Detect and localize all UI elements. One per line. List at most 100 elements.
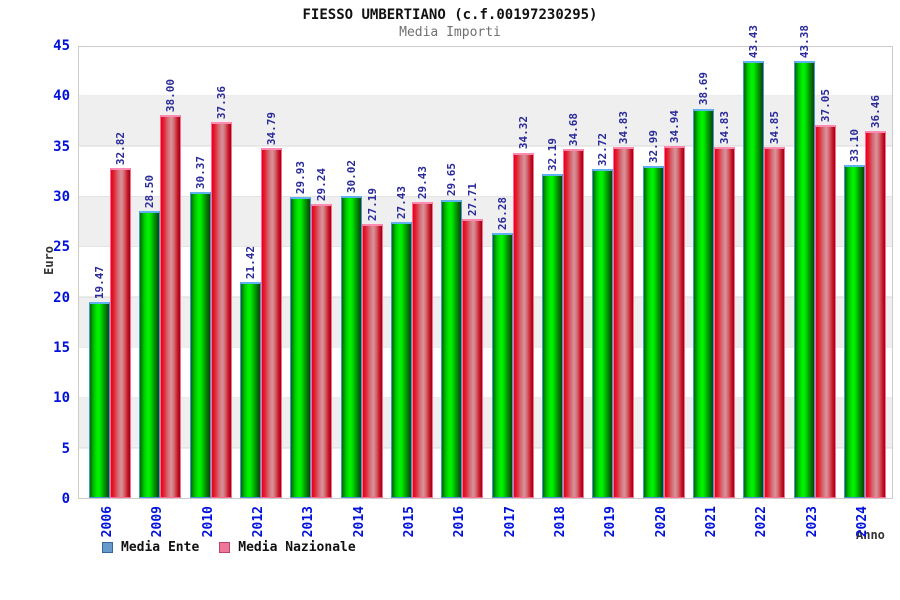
x-tick-label: 2017 — [502, 506, 518, 538]
value-label: 29.43 — [415, 165, 429, 199]
x-tick-label: 2024 — [854, 506, 870, 538]
x-tick-label: 2016 — [452, 506, 468, 538]
bar-media-nazionale — [361, 224, 383, 498]
value-label: 21.42 — [243, 246, 257, 280]
x-tick-label: 2023 — [804, 506, 820, 538]
y-tick-label: 10 — [53, 390, 70, 407]
bar-media-ente — [340, 195, 362, 498]
legend: Media Ente Media Nazionale — [102, 540, 356, 555]
bar-media-nazionale — [764, 147, 786, 498]
x-tick-label: 2012 — [250, 506, 266, 538]
bar-media-nazionale — [512, 152, 534, 498]
legend-swatch-media-nazionale — [219, 542, 231, 553]
y-tick-label: 0 — [61, 491, 70, 507]
x-tick-label: 2006 — [100, 506, 115, 538]
value-label: 33.10 — [847, 128, 861, 162]
value-label: 27.71 — [466, 182, 480, 217]
plot-area: 19.47 32.82 28.50 38.00 30.37 37.36 21.42 34.79… — [78, 25, 893, 499]
y-tick-label: 15 — [53, 340, 70, 356]
bar-media-nazionale — [864, 130, 886, 498]
bar-media-ente — [441, 199, 463, 498]
value-label: 30.37 — [193, 156, 207, 190]
bar-media-ente — [793, 61, 815, 498]
y-tick-label: 20 — [53, 289, 70, 306]
bar-media-ente — [642, 165, 664, 498]
value-label: 30.02 — [344, 159, 358, 193]
chart-subtitle: Media Importi — [399, 25, 501, 40]
bar-media-ente — [89, 302, 110, 498]
y-tick-label: 35 — [53, 138, 70, 155]
legend-label-media-nazionale: Media Nazionale — [238, 540, 356, 555]
bar-media-nazionale — [814, 125, 836, 498]
bar-media-nazionale — [462, 219, 484, 498]
value-label: 43.38 — [797, 25, 811, 59]
x-tick-label: 2022 — [754, 506, 770, 538]
chart-title: FIESSO UMBERTIANO (c.f.00197230295) — [302, 7, 598, 23]
bar-media-nazionale — [160, 115, 182, 498]
value-label: 37.36 — [214, 85, 228, 119]
value-label: 38.69 — [696, 72, 710, 106]
y-tick-label: 40 — [53, 88, 70, 105]
legend-swatch-media-ente — [102, 542, 113, 553]
bar-media-nazionale — [210, 121, 232, 498]
legend-item-media-ente: Media Ente — [102, 540, 199, 555]
value-label: 34.79 — [264, 111, 278, 145]
bar-media-nazionale — [311, 203, 333, 498]
legend-label-media-ente: Media Ente — [121, 540, 200, 555]
y-tick-label: 5 — [61, 440, 70, 457]
bar-media-nazionale — [663, 146, 685, 498]
value-label: 36.46 — [868, 94, 882, 128]
x-tick-label: 2013 — [301, 506, 317, 538]
value-label: 29.24 — [315, 167, 329, 201]
bar-media-ente — [743, 60, 765, 498]
bar-media-nazionale — [110, 167, 131, 498]
value-label: 32.72 — [596, 132, 610, 166]
legend-item-media-nazionale: Media Nazionale — [219, 540, 356, 555]
x-tick-label: 2019 — [603, 506, 619, 538]
value-label: 29.93 — [294, 160, 308, 194]
value-label: 19.47 — [93, 265, 106, 300]
value-label: 27.43 — [394, 185, 408, 219]
x-tick-label: 2018 — [552, 506, 568, 538]
value-label: 26.28 — [495, 197, 509, 231]
bar-media-nazionale — [613, 147, 635, 498]
value-label: 34.32 — [516, 116, 530, 150]
bar-media-nazionale — [713, 147, 735, 498]
x-tick-label: 2014 — [351, 506, 367, 538]
value-label: 32.99 — [646, 129, 660, 163]
x-tick-label: 2021 — [703, 506, 719, 538]
value-label: 27.19 — [365, 188, 379, 222]
value-label: 29.65 — [445, 163, 459, 197]
bar-media-ente — [139, 211, 161, 498]
bar-media-nazionale — [260, 147, 282, 498]
value-label: 43.43 — [747, 24, 761, 58]
bar-media-ente — [390, 221, 412, 498]
bar-media-ente — [843, 164, 865, 498]
bar-media-ente — [239, 282, 261, 498]
bar-media-ente — [692, 108, 714, 498]
y-tick-label: 30 — [53, 189, 70, 205]
y-tick-label: 45 — [53, 38, 70, 54]
bar-media-ente — [189, 192, 211, 498]
value-label: 34.94 — [667, 110, 681, 144]
value-label: 32.19 — [545, 137, 559, 171]
bar-media-nazionale — [411, 201, 433, 498]
value-label: 34.83 — [717, 111, 731, 145]
value-label: 37.05 — [818, 88, 832, 123]
x-axis-title: Anno — [856, 528, 885, 542]
x-tick-label: 2020 — [653, 506, 669, 538]
x-tick-label: 2010 — [200, 506, 216, 538]
value-label: 34.68 — [566, 112, 580, 146]
x-tick-label: 2009 — [150, 506, 166, 538]
bar-media-ente — [491, 233, 513, 498]
bar-media-ente — [592, 168, 614, 498]
x-tick-label: 2015 — [401, 506, 417, 538]
value-label: 28.50 — [143, 174, 157, 209]
bar-media-nazionale — [562, 148, 584, 498]
value-label: 38.00 — [164, 79, 178, 113]
value-label: 32.82 — [114, 131, 127, 165]
value-label: 34.83 — [617, 111, 631, 145]
bar-media-ente — [290, 196, 312, 498]
bar-media-ente — [541, 173, 563, 498]
